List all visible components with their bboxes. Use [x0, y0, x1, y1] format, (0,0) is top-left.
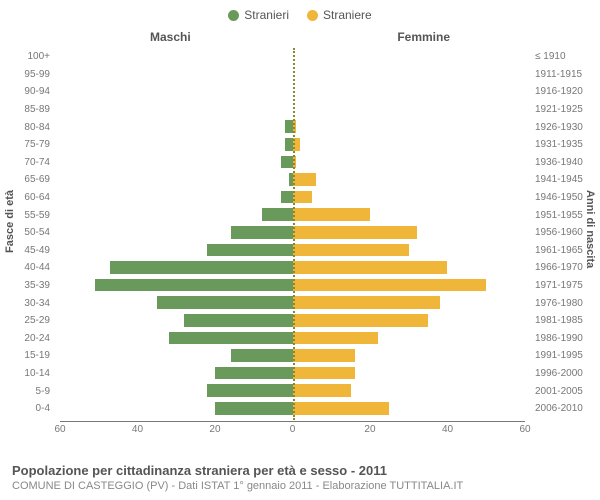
- x-tick: 60: [54, 424, 65, 435]
- bar-female: [293, 244, 409, 257]
- chart: Maschi Femmine Fasce di età Anni di nasc…: [0, 30, 600, 450]
- age-label: 0-4: [14, 403, 54, 414]
- age-label: 90-94: [14, 86, 54, 97]
- x-tick: 20: [364, 424, 375, 435]
- bar-male: [215, 367, 292, 380]
- bar-male: [207, 384, 292, 397]
- age-label: 10-14: [14, 368, 54, 379]
- age-label: 65-69: [14, 174, 54, 185]
- birth-label: 1911-1915: [531, 69, 591, 80]
- bar-female: [293, 402, 390, 415]
- age-label: 5-9: [14, 386, 54, 397]
- legend-label-male: Stranieri: [244, 8, 289, 22]
- birth-label: 1961-1965: [531, 245, 591, 256]
- bar-female: [293, 226, 417, 239]
- x-tick: 60: [519, 424, 530, 435]
- age-label: 50-54: [14, 227, 54, 238]
- x-tick: 40: [132, 424, 143, 435]
- bar-female: [293, 173, 316, 186]
- legend-swatch-female: [307, 10, 318, 21]
- x-tick: 40: [442, 424, 453, 435]
- footer: Popolazione per cittadinanza straniera p…: [12, 463, 588, 492]
- age-label: 55-59: [14, 210, 54, 221]
- birth-label: 2006-2010: [531, 403, 591, 414]
- bar-female: [293, 349, 355, 362]
- bar-male: [285, 120, 293, 133]
- bar-male: [157, 296, 293, 309]
- bar-male: [169, 332, 293, 345]
- age-label: 100+: [14, 51, 54, 62]
- birth-label: ≤ 1910: [531, 51, 591, 62]
- bar-male: [285, 138, 293, 151]
- age-label: 25-29: [14, 315, 54, 326]
- legend-item-female: Straniere: [307, 8, 372, 22]
- legend-swatch-male: [228, 10, 239, 21]
- bar-male: [231, 349, 293, 362]
- column-title-male: Maschi: [150, 30, 191, 44]
- bar-female: [293, 208, 370, 221]
- footer-subtitle: COMUNE DI CASTEGGIO (PV) - Dati ISTAT 1°…: [12, 480, 588, 492]
- bar-male: [262, 208, 293, 221]
- bar-male: [281, 191, 293, 204]
- column-title-female: Femmine: [397, 30, 450, 44]
- bar-male: [207, 244, 292, 257]
- x-axis-line: [60, 421, 525, 422]
- birth-label: 1936-1940: [531, 157, 591, 168]
- birth-label: 1976-1980: [531, 298, 591, 309]
- birth-label: 1971-1975: [531, 280, 591, 291]
- birth-label: 1946-1950: [531, 192, 591, 203]
- bar-female: [293, 279, 487, 292]
- birth-label: 1986-1990: [531, 333, 591, 344]
- bar-female: [293, 261, 448, 274]
- birth-label: 1966-1970: [531, 262, 591, 273]
- x-tick: 0: [290, 424, 296, 435]
- birth-label: 1941-1945: [531, 174, 591, 185]
- age-label: 30-34: [14, 298, 54, 309]
- age-label: 15-19: [14, 350, 54, 361]
- bar-female: [293, 314, 429, 327]
- birth-label: 1991-1995: [531, 350, 591, 361]
- age-label: 45-49: [14, 245, 54, 256]
- bar-female: [293, 332, 378, 345]
- bar-male: [281, 156, 293, 169]
- age-label: 80-84: [14, 122, 54, 133]
- age-label: 20-24: [14, 333, 54, 344]
- legend-item-male: Stranieri: [228, 8, 289, 22]
- age-label: 60-64: [14, 192, 54, 203]
- birth-label: 1926-1930: [531, 122, 591, 133]
- legend-label-female: Straniere: [323, 8, 372, 22]
- bar-female: [293, 384, 351, 397]
- birth-label: 1916-1920: [531, 86, 591, 97]
- x-axis: 6040200204060: [60, 424, 525, 442]
- birth-label: 1921-1925: [531, 104, 591, 115]
- plot-area: 100+≤ 191095-991911-191590-941916-192085…: [60, 48, 525, 420]
- centerline: [293, 48, 295, 420]
- bar-female: [293, 296, 440, 309]
- birth-label: 1956-1960: [531, 227, 591, 238]
- bar-male: [215, 402, 292, 415]
- bar-female: [293, 191, 312, 204]
- birth-label: 1996-2000: [531, 368, 591, 379]
- birth-label: 1931-1935: [531, 139, 591, 150]
- footer-title: Popolazione per cittadinanza straniera p…: [12, 463, 588, 478]
- bar-male: [231, 226, 293, 239]
- bar-male: [110, 261, 292, 274]
- age-label: 35-39: [14, 280, 54, 291]
- age-label: 85-89: [14, 104, 54, 115]
- age-label: 95-99: [14, 69, 54, 80]
- bar-male: [95, 279, 293, 292]
- bar-male: [184, 314, 293, 327]
- bar-female: [293, 367, 355, 380]
- birth-label: 1951-1955: [531, 210, 591, 221]
- birth-label: 2001-2005: [531, 386, 591, 397]
- age-label: 70-74: [14, 157, 54, 168]
- birth-label: 1981-1985: [531, 315, 591, 326]
- x-tick: 20: [209, 424, 220, 435]
- legend: Stranieri Straniere: [0, 0, 600, 22]
- age-label: 40-44: [14, 262, 54, 273]
- age-label: 75-79: [14, 139, 54, 150]
